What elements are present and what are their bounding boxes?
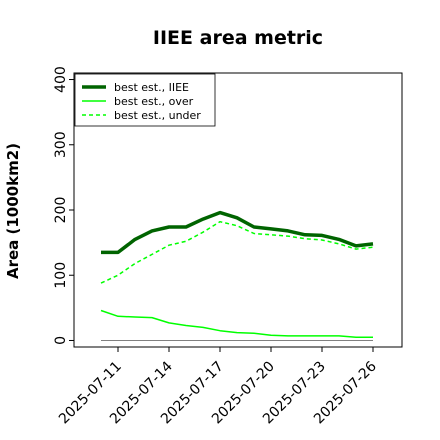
- y-tick-label: 100: [53, 262, 69, 289]
- y-tick-label: 200: [53, 197, 69, 224]
- y-tick-label: 0: [53, 336, 69, 345]
- y-tick-label: 300: [53, 131, 69, 158]
- legend-label: best est., IIEE: [114, 81, 189, 94]
- series-line-2: [100, 220, 374, 284]
- y-axis-label: Area (1000km2): [4, 143, 22, 279]
- y-tick-label: 400: [53, 66, 69, 93]
- y-axis-ticks: 0 100 200 300 400: [53, 66, 74, 345]
- legend-box: [74, 73, 216, 127]
- chart-title: IIEE area metric: [153, 27, 323, 49]
- series-line-0: [101, 210, 374, 255]
- series-lines: [100, 210, 374, 341]
- legend-label: best est., under: [114, 109, 201, 122]
- x-axis-ticks: 2025-07-112025-07-142025-07-172025-07-20…: [56, 347, 380, 427]
- series-line-1: [100, 309, 373, 338]
- legend-label: best est., over: [114, 95, 194, 108]
